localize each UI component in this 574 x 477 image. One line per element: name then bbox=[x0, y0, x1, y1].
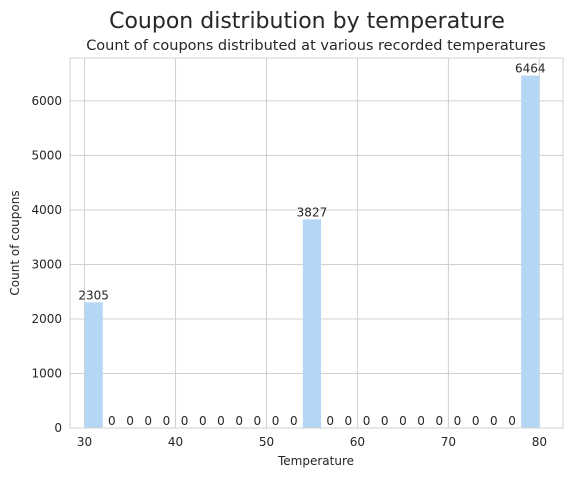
bar-value-label: 0 bbox=[399, 414, 407, 428]
y-axis-label: Count of coupons bbox=[8, 190, 22, 295]
bar-value-label: 0 bbox=[144, 414, 152, 428]
bar-value-label: 0 bbox=[490, 414, 498, 428]
y-tick-label: 4000 bbox=[31, 203, 62, 217]
bar-value-label: 0 bbox=[508, 414, 516, 428]
bar-value-label: 0 bbox=[254, 414, 262, 428]
y-tick-label: 0 bbox=[54, 421, 62, 435]
x-tick-label: 70 bbox=[441, 435, 456, 449]
x-axis-label: Temperature bbox=[277, 454, 354, 468]
bar-value-label: 0 bbox=[199, 414, 207, 428]
bar-value-label: 0 bbox=[235, 414, 243, 428]
bar-value-label: 0 bbox=[363, 414, 371, 428]
bar-value-label: 3827 bbox=[297, 205, 328, 219]
y-tick-label: 3000 bbox=[31, 257, 62, 271]
chart-subtitle: Count of coupons distributed at various … bbox=[86, 38, 546, 54]
y-tick-label: 1000 bbox=[31, 366, 62, 380]
x-tick-label: 30 bbox=[77, 435, 92, 449]
tick-labels: 30 40 50 60 70 80 0 1000 2000 3000 4000 5000 6000 bbox=[31, 94, 547, 449]
x-tick-label: 80 bbox=[532, 435, 547, 449]
bar-value-label: 2305 bbox=[78, 288, 109, 302]
bar-value-label: 0 bbox=[181, 414, 189, 428]
y-tick-label: 2000 bbox=[31, 312, 62, 326]
bar-value-label: 0 bbox=[472, 414, 480, 428]
y-tick-label: 6000 bbox=[31, 94, 62, 108]
bar-value-label: 0 bbox=[345, 414, 353, 428]
bar-value-label: 0 bbox=[435, 414, 443, 428]
bar bbox=[302, 219, 322, 428]
bar-value-label: 6464 bbox=[515, 62, 546, 76]
x-tick-label: 60 bbox=[350, 435, 365, 449]
plot-frame bbox=[69, 57, 564, 429]
chart-title: Coupon distribution by temperature bbox=[109, 9, 505, 34]
bar bbox=[84, 302, 103, 428]
x-tick-label: 50 bbox=[259, 435, 274, 449]
bar-value-label: 0 bbox=[326, 414, 334, 428]
bar-value-label: 0 bbox=[163, 414, 171, 428]
bar-value-label: 0 bbox=[272, 414, 280, 428]
bar-value-label: 0 bbox=[417, 414, 425, 428]
bar-value-label: 0 bbox=[454, 414, 462, 428]
y-tick-label: 5000 bbox=[31, 148, 62, 162]
bar-value-label: 0 bbox=[217, 414, 225, 428]
bar-value-label: 0 bbox=[290, 414, 298, 428]
plot-border bbox=[69, 57, 564, 429]
x-tick-label: 40 bbox=[168, 435, 183, 449]
bars bbox=[84, 75, 540, 428]
bar-value-label: 0 bbox=[126, 414, 134, 428]
bar-value-label: 0 bbox=[108, 414, 116, 428]
bar-value-label: 0 bbox=[381, 414, 389, 428]
bar bbox=[521, 75, 540, 428]
